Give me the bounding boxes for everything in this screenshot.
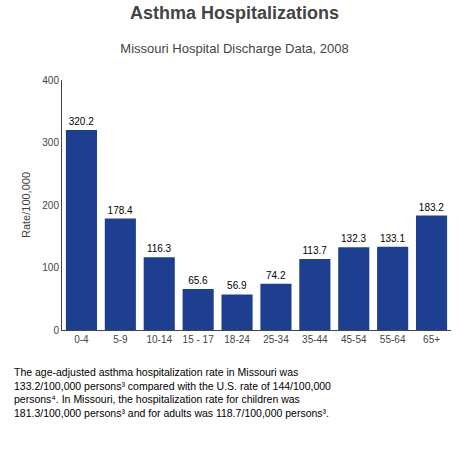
svg-text:65+: 65+: [423, 334, 440, 345]
svg-text:116.3: 116.3: [147, 243, 172, 254]
svg-text:25-34: 25-34: [263, 334, 289, 345]
svg-text:65.6: 65.6: [188, 275, 208, 286]
svg-text:300: 300: [42, 137, 59, 148]
svg-text:15 - 17: 15 - 17: [183, 334, 215, 345]
svg-text:Asthma Hospitalizations: Asthma Hospitalizations: [130, 3, 339, 23]
svg-text:400: 400: [42, 75, 59, 86]
svg-text:Missouri Hospital Discharge Da: Missouri Hospital Discharge Data, 2008: [120, 41, 348, 56]
svg-text:320.2: 320.2: [69, 116, 94, 127]
svg-text:100: 100: [42, 262, 59, 273]
svg-text:55-64: 55-64: [380, 334, 406, 345]
svg-text:56.9: 56.9: [227, 280, 247, 291]
svg-text:10-14: 10-14: [146, 334, 172, 345]
svg-text:18-24: 18-24: [224, 334, 250, 345]
svg-text:183.2: 183.2: [419, 202, 444, 213]
svg-text:113.7: 113.7: [302, 245, 327, 256]
svg-text:133.1: 133.1: [380, 233, 405, 244]
svg-text:5-9: 5-9: [113, 334, 128, 345]
svg-text:The age-adjusted asthma hospit: The age-adjusted asthma hospitalization …: [14, 366, 331, 419]
svg-text:0: 0: [53, 325, 59, 336]
svg-text:35-44: 35-44: [302, 334, 328, 345]
svg-text:132.3: 132.3: [341, 233, 366, 244]
svg-text:178.4: 178.4: [108, 205, 133, 216]
svg-text:0-4: 0-4: [74, 334, 89, 345]
svg-text:Rate/100,000: Rate/100,000: [20, 172, 32, 238]
svg-text:74.2: 74.2: [266, 270, 286, 281]
svg-text:45-54: 45-54: [341, 334, 367, 345]
svg-text:200: 200: [42, 200, 59, 211]
